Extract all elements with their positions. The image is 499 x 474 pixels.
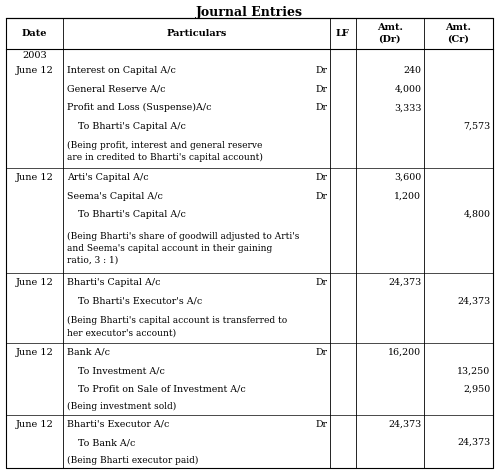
Text: To Profit on Sale of Investment A/c: To Profit on Sale of Investment A/c [78, 385, 246, 394]
Text: 4,000: 4,000 [394, 85, 421, 94]
Text: 1,200: 1,200 [394, 191, 421, 201]
Text: (Dr): (Dr) [379, 35, 401, 44]
Text: (Being investment sold): (Being investment sold) [67, 402, 177, 411]
Text: 7,573: 7,573 [463, 122, 491, 131]
Text: 3,333: 3,333 [394, 103, 421, 112]
Text: June 12: June 12 [16, 419, 54, 428]
Text: 24,373: 24,373 [388, 278, 421, 287]
Text: To Bharti's Capital A/c: To Bharti's Capital A/c [78, 122, 186, 131]
Text: 240: 240 [403, 66, 421, 75]
Text: Dr: Dr [315, 66, 327, 75]
Text: 24,373: 24,373 [457, 296, 491, 305]
Text: Bank A/c: Bank A/c [67, 348, 110, 357]
Text: Bharti's Capital A/c: Bharti's Capital A/c [67, 278, 161, 287]
Text: 16,200: 16,200 [388, 348, 421, 357]
Text: (Being Bharti executor paid): (Being Bharti executor paid) [67, 456, 199, 465]
Text: General Reserve A/c: General Reserve A/c [67, 85, 166, 94]
Text: June 12: June 12 [16, 348, 54, 357]
Text: (Being Bharti's share of goodwill adjusted to Arti's
and Seema's capital account: (Being Bharti's share of goodwill adjust… [67, 232, 300, 265]
Text: Dr: Dr [315, 348, 327, 357]
Text: Dr: Dr [315, 85, 327, 94]
Text: Amt.: Amt. [446, 23, 472, 32]
Text: Dr: Dr [315, 173, 327, 182]
Text: To Bharti's Executor's A/c: To Bharti's Executor's A/c [78, 296, 203, 305]
Text: Dr: Dr [315, 278, 327, 287]
Text: Date: Date [22, 29, 47, 38]
Text: To Bharti's Capital A/c: To Bharti's Capital A/c [78, 210, 186, 219]
Text: To Investment A/c: To Investment A/c [78, 366, 165, 375]
Text: Journal Entries: Journal Entries [196, 6, 303, 18]
Text: June 12: June 12 [16, 173, 54, 182]
Text: June 12: June 12 [16, 66, 54, 75]
Text: Amt.: Amt. [377, 23, 403, 32]
Text: Profit and Loss (Suspense)A/c: Profit and Loss (Suspense)A/c [67, 103, 212, 112]
Text: (Being profit, interest and general reserve
are in credited to Bharti's capital : (Being profit, interest and general rese… [67, 141, 263, 163]
Text: Seema's Capital A/c: Seema's Capital A/c [67, 191, 163, 201]
Text: Dr: Dr [315, 419, 327, 428]
Text: 24,373: 24,373 [457, 438, 491, 447]
Text: (Cr): (Cr) [448, 35, 470, 44]
Text: Bharti's Executor A/c: Bharti's Executor A/c [67, 419, 170, 428]
Text: (Being Bharti's capital account is transferred to
her executor's account): (Being Bharti's capital account is trans… [67, 316, 288, 337]
Text: Arti's Capital A/c: Arti's Capital A/c [67, 173, 149, 182]
Text: To Bank A/c: To Bank A/c [78, 438, 136, 447]
Text: Interest on Capital A/c: Interest on Capital A/c [67, 66, 176, 75]
Text: 2003: 2003 [22, 51, 47, 60]
Text: Dr: Dr [315, 103, 327, 112]
Text: 4,800: 4,800 [464, 210, 491, 219]
Text: 3,600: 3,600 [394, 173, 421, 182]
Text: LF: LF [336, 29, 350, 38]
Text: 13,250: 13,250 [457, 366, 491, 375]
Text: Particulars: Particulars [167, 29, 227, 38]
Text: 2,950: 2,950 [463, 385, 491, 394]
Text: June 12: June 12 [16, 278, 54, 287]
Text: 24,373: 24,373 [388, 419, 421, 428]
Text: Dr: Dr [315, 191, 327, 201]
